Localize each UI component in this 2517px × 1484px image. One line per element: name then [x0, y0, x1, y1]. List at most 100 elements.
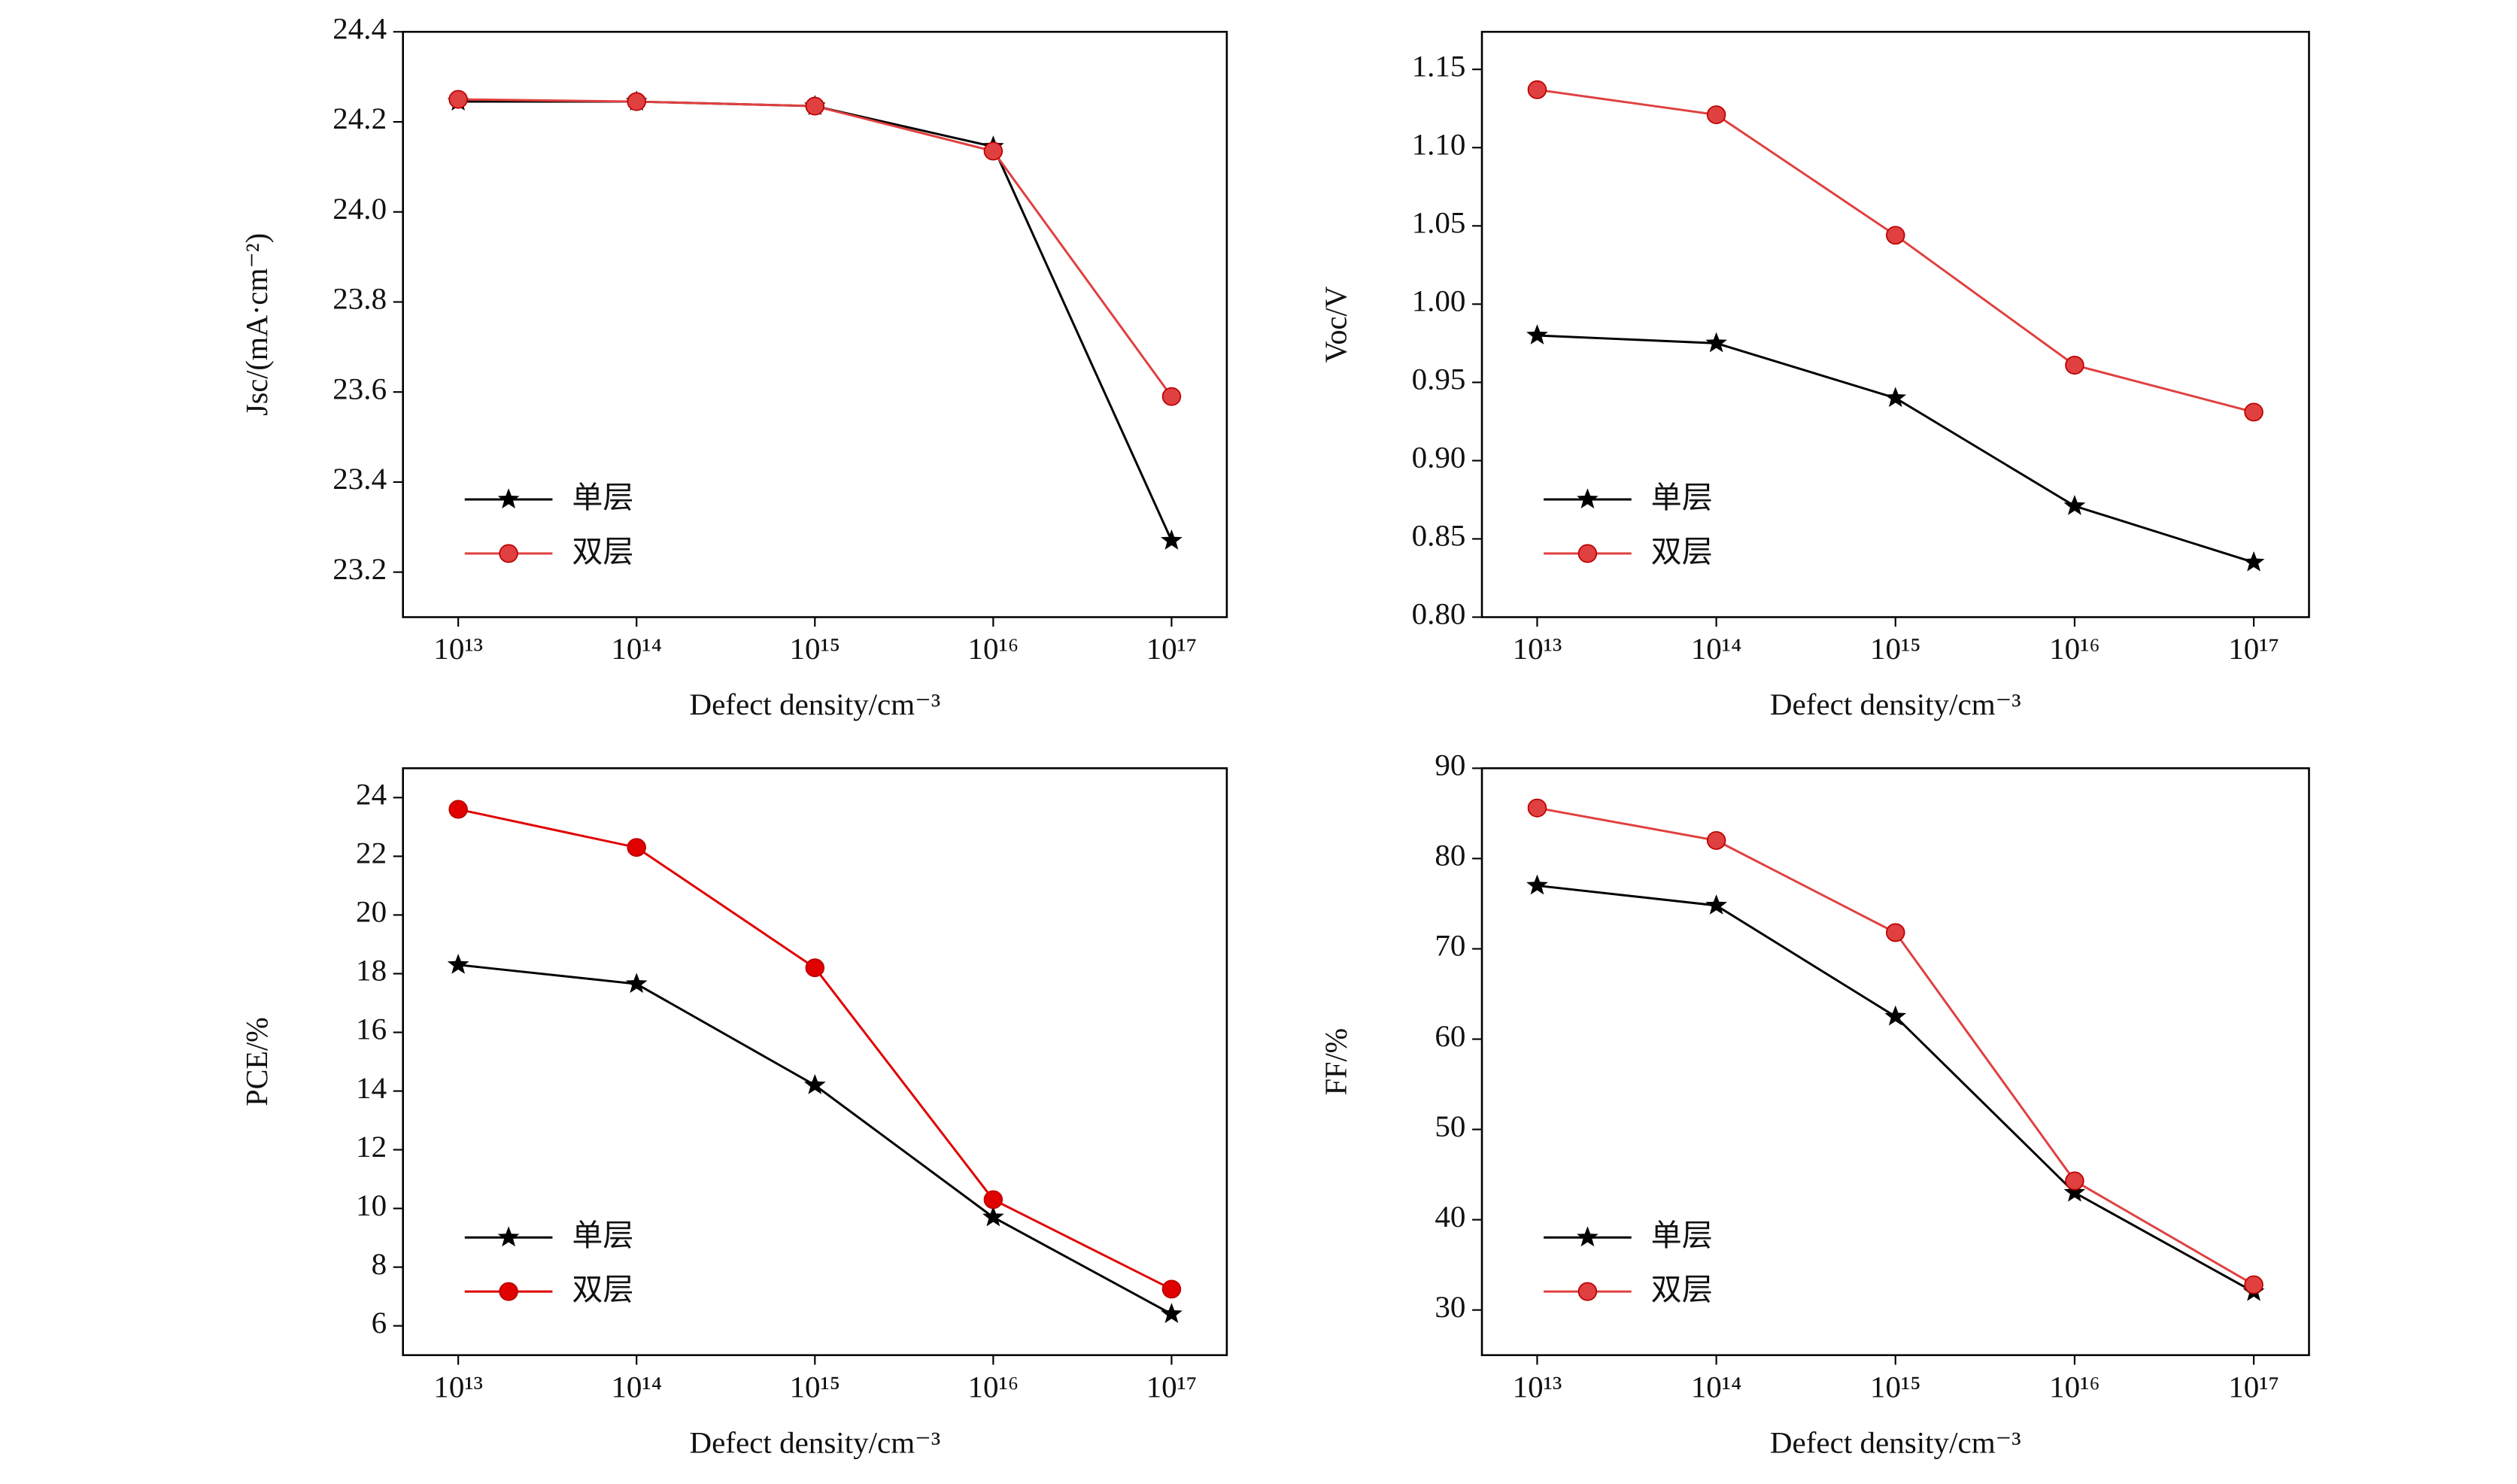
legend-label: 双层: [1651, 533, 1713, 569]
legend-marker: [497, 1226, 520, 1247]
marker: [447, 954, 469, 974]
marker: [2065, 356, 2084, 375]
y-tick-label: 0.85: [1412, 519, 1466, 553]
legend-marker: [1577, 1282, 1598, 1301]
marker: [1161, 529, 1183, 550]
marker: [983, 1190, 1003, 1209]
y-tick-label: 80: [1435, 839, 1465, 872]
marker: [2063, 494, 2086, 515]
y-tick-label: 10: [356, 1188, 387, 1222]
y-tick-label: 70: [1435, 929, 1465, 963]
marker: [1884, 387, 1907, 408]
plot-frame: [1480, 31, 2310, 618]
marker: [2063, 1181, 2086, 1202]
y-axis-label: Jsc/(mA·cm⁻²): [240, 233, 274, 416]
y-axis-label: FF/%: [1319, 1028, 1353, 1095]
marker: [1884, 1005, 1907, 1026]
y-tick-label: 30: [1435, 1290, 1465, 1324]
y-tick-label: 20: [356, 895, 387, 929]
marker: [1705, 894, 1727, 915]
x-tick-label: 10¹⁷: [2228, 633, 2279, 666]
x-tick-label: 10¹⁴: [1691, 1370, 1742, 1404]
legend-label: 双层: [572, 1271, 633, 1306]
marker: [1527, 80, 1547, 99]
marker: [805, 96, 825, 116]
y-tick-label: 1.10: [1412, 128, 1466, 162]
y-tick-label: 24.4: [332, 12, 387, 46]
y-tick-label: 24.2: [332, 102, 387, 136]
x-tick-label: 10¹⁷: [1146, 1370, 1198, 1404]
plot-frame: [402, 767, 1228, 1356]
y-tick-label: 40: [1435, 1200, 1465, 1234]
y-tick-label: 24: [356, 778, 387, 812]
legend-marker: [499, 544, 518, 563]
y-tick-label: 1.05: [1412, 206, 1466, 240]
y-tick-label: 22: [356, 836, 387, 870]
marker: [2242, 551, 2265, 572]
plot-frame: [402, 31, 1228, 618]
x-tick-label: 10¹³: [1513, 633, 1562, 666]
marker: [2244, 402, 2263, 422]
series-line: [1537, 884, 2254, 1293]
x-tick-label: 10¹³: [433, 1370, 483, 1404]
series-line: [1537, 334, 2254, 564]
marker: [1706, 830, 1726, 850]
series-line: [1537, 88, 2254, 414]
series-line: [457, 964, 1173, 1316]
x-tick-label: 10¹⁶: [2049, 633, 2100, 666]
x-axis-label: Defect density/cm⁻³: [689, 1426, 940, 1460]
marker: [1526, 874, 1548, 895]
marker: [1706, 105, 1726, 125]
x-tick-label: 10¹⁷: [2228, 1370, 2279, 1404]
marker: [983, 141, 1003, 161]
y-tick-label: 0.80: [1412, 597, 1466, 631]
y-tick-label: 16: [356, 1012, 387, 1046]
y-tick-label: 18: [356, 954, 387, 988]
y-tick-label: 23.2: [332, 552, 387, 586]
y-tick-label: 23.8: [332, 282, 387, 316]
series-line: [458, 98, 1173, 398]
x-tick-label: 10¹³: [1513, 1370, 1562, 1404]
y-tick-label: 6: [372, 1306, 387, 1340]
y-tick-label: 14: [356, 1071, 387, 1105]
plot-frame: [1480, 767, 2310, 1356]
marker: [982, 1206, 1004, 1227]
x-tick-label: 10¹⁷: [1146, 633, 1198, 666]
legend-marker: [497, 488, 520, 508]
legend-label: 单层: [572, 479, 633, 514]
x-axis-label: Defect density/cm⁻³: [1770, 1426, 2021, 1460]
series-line: [1537, 806, 2254, 1286]
marker: [1886, 923, 1905, 942]
x-tick-label: 10¹⁵: [789, 1370, 840, 1404]
y-tick-label: 60: [1435, 1019, 1465, 1053]
x-tick-label: 10¹⁵: [1870, 633, 1921, 666]
y-axis-label: PCE/%: [240, 1017, 274, 1106]
y-tick-label: 1.15: [1412, 50, 1466, 83]
legend-label: 单层: [572, 1218, 633, 1253]
marker: [1161, 1303, 1183, 1324]
y-tick-label: 90: [1435, 748, 1465, 782]
marker: [2244, 1275, 2263, 1294]
y-tick-label: 0.95: [1412, 363, 1466, 396]
legend-marker: [499, 1282, 518, 1301]
y-axis-label: Voc/V: [1319, 286, 1353, 363]
x-axis-label: Defect density/cm⁻³: [1770, 688, 2021, 722]
legend-marker: [1577, 488, 1599, 508]
y-tick-label: 12: [356, 1130, 387, 1164]
x-tick-label: 10¹⁶: [968, 1370, 1019, 1404]
x-tick-label: 10¹⁶: [2049, 1370, 2100, 1404]
y-tick-label: 23.4: [332, 463, 387, 496]
legend-label: 双层: [572, 533, 633, 569]
x-tick-label: 10¹⁶: [968, 633, 1019, 666]
x-tick-label: 10¹⁴: [611, 633, 662, 666]
marker: [1526, 324, 1548, 344]
marker: [627, 92, 646, 111]
x-tick-label: 10¹⁵: [789, 633, 840, 666]
marker: [805, 958, 825, 978]
x-axis-label: Defect density/cm⁻³: [689, 688, 940, 722]
marker: [448, 90, 468, 109]
legend-marker: [1577, 544, 1598, 563]
x-tick-label: 10¹⁴: [611, 1370, 662, 1404]
